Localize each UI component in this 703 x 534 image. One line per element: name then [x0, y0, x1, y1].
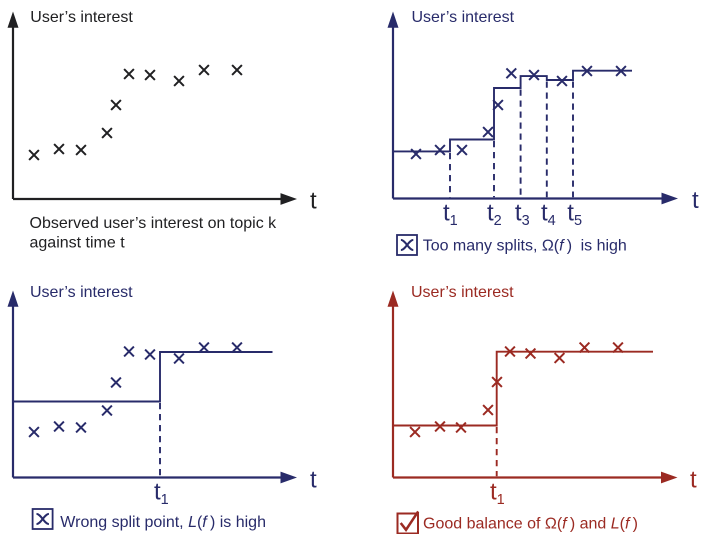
svg-text:t1: t1	[490, 478, 505, 508]
svg-text:Good balance of Ω(f ) and L(f: Good balance of Ω(f ) and L(f )	[423, 516, 638, 533]
svg-text:User’s interest: User’s interest	[30, 9, 133, 26]
svg-text:t: t	[310, 188, 317, 215]
svg-text:t: t	[310, 467, 317, 494]
svg-text:Wrong split point, L(f ) is hi: Wrong split point, L(f ) is high	[60, 514, 266, 531]
svg-text:Observed user’s interest on to: Observed user’s interest on topic k	[30, 215, 278, 232]
svg-text:User’s interest: User’s interest	[411, 284, 514, 301]
svg-text:t: t	[690, 467, 697, 494]
svg-text:t1: t1	[443, 200, 458, 230]
svg-text:t2: t2	[487, 200, 502, 230]
svg-text:t: t	[692, 187, 699, 214]
svg-text:t1: t1	[154, 479, 169, 509]
svg-text:against time t: against time t	[30, 235, 126, 252]
svg-text:t5: t5	[567, 200, 582, 230]
svg-text:t3: t3	[515, 200, 530, 230]
svg-text:User’s interest: User’s interest	[412, 9, 515, 26]
svg-text:User’s interest: User’s interest	[30, 284, 133, 301]
svg-text:t4: t4	[541, 200, 556, 230]
svg-text:Too many splits, Ω(f ) is hig: Too many splits, Ω(f ) is high	[423, 238, 627, 255]
